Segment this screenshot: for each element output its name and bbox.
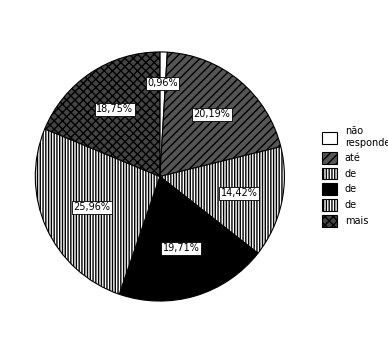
Wedge shape: [160, 52, 167, 176]
Text: 14,42%: 14,42%: [220, 189, 258, 198]
Text: 25,96%: 25,96%: [73, 202, 110, 212]
Wedge shape: [35, 129, 160, 294]
Text: 0,96%: 0,96%: [147, 78, 178, 88]
Text: 20,19%: 20,19%: [193, 109, 230, 119]
Wedge shape: [119, 176, 258, 301]
Wedge shape: [160, 52, 281, 176]
Text: 18,75%: 18,75%: [96, 104, 133, 114]
Wedge shape: [45, 52, 160, 176]
Legend: não
respondeu, até, de, de, de, mais: não respondeu, até, de, de, de, mais: [320, 124, 388, 229]
Text: 19,71%: 19,71%: [163, 243, 199, 253]
Wedge shape: [160, 147, 284, 253]
